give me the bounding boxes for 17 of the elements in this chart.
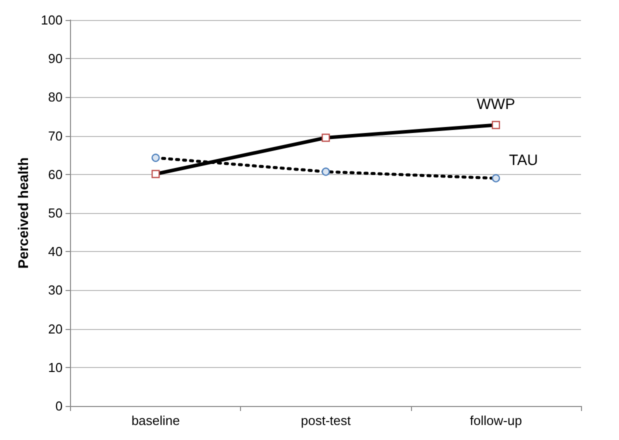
y-tick-label: 100	[40, 12, 63, 28]
x-tick-label: post-test	[300, 413, 352, 428]
y-tick-label: 90	[48, 51, 63, 66]
y-tick-label: 40	[48, 244, 63, 260]
y-tick-label: 20	[48, 321, 63, 336]
x-tick-label: follow-up	[470, 413, 522, 428]
y-tick-label: 10	[48, 360, 63, 375]
y-tick-label: 70	[48, 128, 63, 144]
y-tick-label: 50	[48, 206, 63, 220]
y-tick-label: 30	[48, 282, 63, 298]
y-tick-label: 60	[48, 166, 63, 182]
y-tick-label: 80	[48, 90, 63, 105]
series-label: TAU	[509, 152, 538, 169]
x-tick-label: baseline	[131, 413, 180, 428]
y-axis-title: Perceived health	[15, 157, 31, 269]
series-label: WWP	[476, 96, 516, 113]
y-tick-label: 0	[55, 398, 63, 414]
